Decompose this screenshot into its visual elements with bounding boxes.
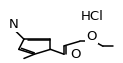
Text: HCl: HCl: [80, 10, 103, 23]
Text: O: O: [86, 30, 97, 43]
Text: O: O: [70, 48, 81, 61]
Text: N: N: [9, 18, 18, 31]
